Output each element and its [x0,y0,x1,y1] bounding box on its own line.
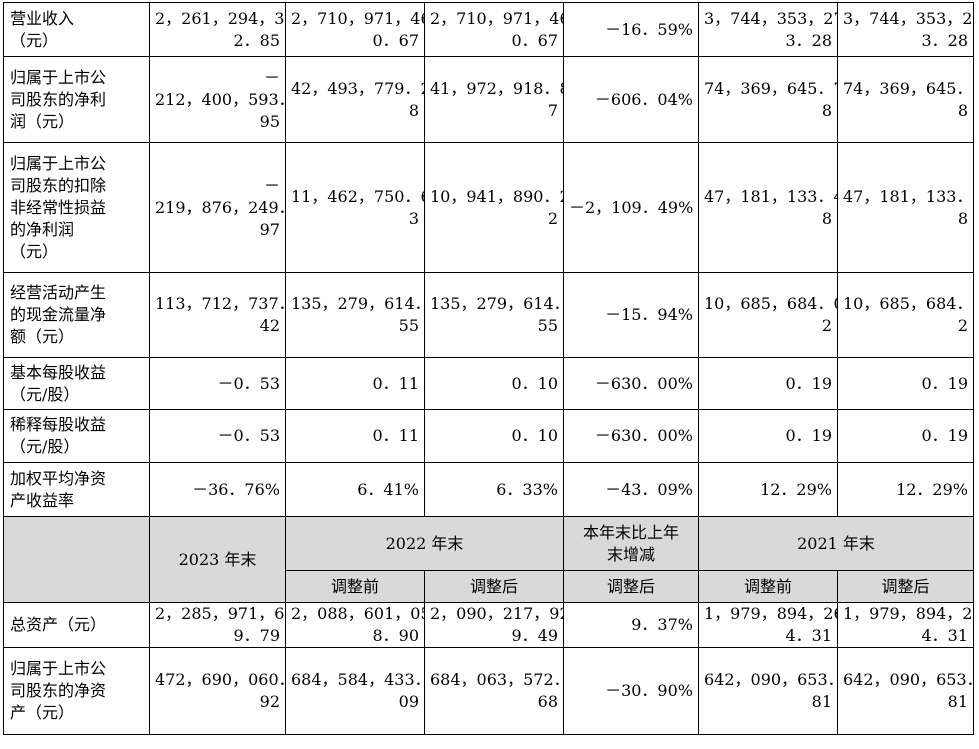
table-cell: 0．11 [285,357,425,410]
row-label: 归属于上市公 司股东的净利 润（元） [3,56,150,143]
table-cell: －30．90% [563,647,699,735]
table-cell: 2，088，601，05 8．90 [285,602,425,648]
table-cell: 642，090，653． 81 [698,647,838,735]
table-row: 总资产（元） 2，285，971，60 9．79 2，088，601，05 8．90 2，… [3,602,974,648]
header-2021-before: 调整前 [698,570,838,603]
table-cell: 684，063，572． 68 [424,647,564,735]
table-cell: －15．94% [563,272,699,358]
table-cell: 113，712，737． 42 [149,272,286,358]
row-label: 基本每股收益 （元/股） [3,357,150,410]
table-cell: 42，493，779．2 8 [285,56,425,143]
table-cell: －43．09% [563,462,699,517]
header-change-after: 调整后 [563,570,699,603]
table-cell: 135，279，614． 55 [285,272,425,358]
table-cell: 1，979，894，26 4．31 [837,602,974,648]
table-cell: 0．11 [285,409,425,463]
table-cell: 10，685，684．0 2 [698,272,838,358]
table-cell: 6．41% [285,462,425,517]
table-cell: － 212，400，593． 95 [149,56,286,143]
table-cell: －0．53 [149,357,286,410]
table-cell: 12．29% [837,462,974,517]
table-cell: 9．37% [563,602,699,648]
row-label: 归属于上市公 司股东的净资 产（元） [3,647,150,735]
table-cell: 41，972，918．8 7 [424,56,564,143]
table-cell: 2，261，294，31 2．85 [149,2,286,57]
table-row: 加权平均净资 产收益率 －36．76% 6．41% 6．33% －43．09% 12．29%… [3,462,974,517]
table-cell: 0．10 [424,409,564,463]
table-cell: －630．00% [563,357,699,410]
table-cell: －36．76% [149,462,286,517]
table-cell: 0．10 [424,357,564,410]
table-cell: 12．29% [698,462,838,517]
row-label: 稀释每股收益 （元/股） [3,409,150,463]
table-cell: 2，285，971，60 9．79 [149,602,286,648]
table-cell: 0．19 [698,409,838,463]
header-change: 本年末比上年 末增减 [563,516,699,571]
header-2022: 2022 年末 [285,516,564,571]
table-cell: 684，584，433． 09 [285,647,425,735]
table-cell: －2，109．49% [563,142,699,273]
table-cell: 3，744，353，27 3．28 [837,2,974,57]
row-label: 归属于上市公 司股东的扣除 非经常性损益 的净利润 （元） [3,142,150,273]
table-cell: － 219，876，249． 97 [149,142,286,273]
table-cell: 47，181，133．4 8 [698,142,838,273]
header-2022-before: 调整前 [285,570,425,603]
table-row: 稀释每股收益 （元/股） －0．53 0．11 0．10 －630．00% 0．19 0．19 [3,409,974,463]
table-cell: 472，690，060． 92 [149,647,286,735]
table-cell: 74，369，645．7 8 [698,56,838,143]
table-cell: －606．04% [563,56,699,143]
header-2023: 2023 年末 [149,516,286,603]
financial-table: 营业收入 （元） 2，261，294，31 2．85 2，710，971，46 0．67 2… [3,2,974,735]
table-row: 归属于上市公 司股东的净利 润（元）－ 212，400，593． 95 42，493，77… [3,56,974,143]
table-cell: 0．19 [698,357,838,410]
table-row: 归属于上市公 司股东的净资 产（元） 472，690，060． 92 684，584，43… [3,647,974,735]
table-cell: 2，710，971，46 0．67 [285,2,425,57]
table-cell: －0．53 [149,409,286,463]
row-label: 经营活动产生 的现金流量净 额（元） [3,272,150,358]
table-cell: 11，462，750．6 3 [285,142,425,273]
table-cell: 10，941，890．2 2 [424,142,564,273]
table-cell: 642，090，653． 81 [837,647,974,735]
header-2022-after: 调整后 [424,570,564,603]
table-row: 基本每股收益 （元/股） －0．53 0．11 0．10 －630．00% 0．19 0．19 [3,357,974,410]
table-cell: 135，279，614． 55 [424,272,564,358]
header-blank [3,516,150,603]
row-label: 总资产（元） [3,602,150,648]
table-cell: 74，369，645．7 8 [837,56,974,143]
table-cell: 2，710，971，46 0．67 [424,2,564,57]
row-label: 加权平均净资 产收益率 [3,462,150,517]
header-2021: 2021 年末 [698,516,974,571]
table-cell: 6．33% [424,462,564,517]
table-cell: －16．59% [563,2,699,57]
table-cell: 0．19 [837,357,974,410]
row-label: 营业收入 （元） [3,2,150,57]
header-2021-after: 调整后 [837,570,974,603]
table-row: 归属于上市公 司股东的扣除 非经常性损益 的净利润 （元）－ 219，876，249． 97… [3,142,974,273]
table-cell: 1，979，894，26 4．31 [698,602,838,648]
table-cell: 3，744，353，27 3．28 [698,2,838,57]
table-row: 经营活动产生 的现金流量净 额（元） 113，712，737． 42 135，279，61… [3,272,974,358]
table-cell: －630．00% [563,409,699,463]
table-cell: 0．19 [837,409,974,463]
table-cell: 10，685，684．0 2 [837,272,974,358]
table-row: 营业收入 （元） 2，261，294，31 2．85 2，710，971，46 0．67 2… [3,2,974,57]
table-cell: 47，181，133．4 8 [837,142,974,273]
table-cell: 2，090，217，92 9．49 [424,602,564,648]
